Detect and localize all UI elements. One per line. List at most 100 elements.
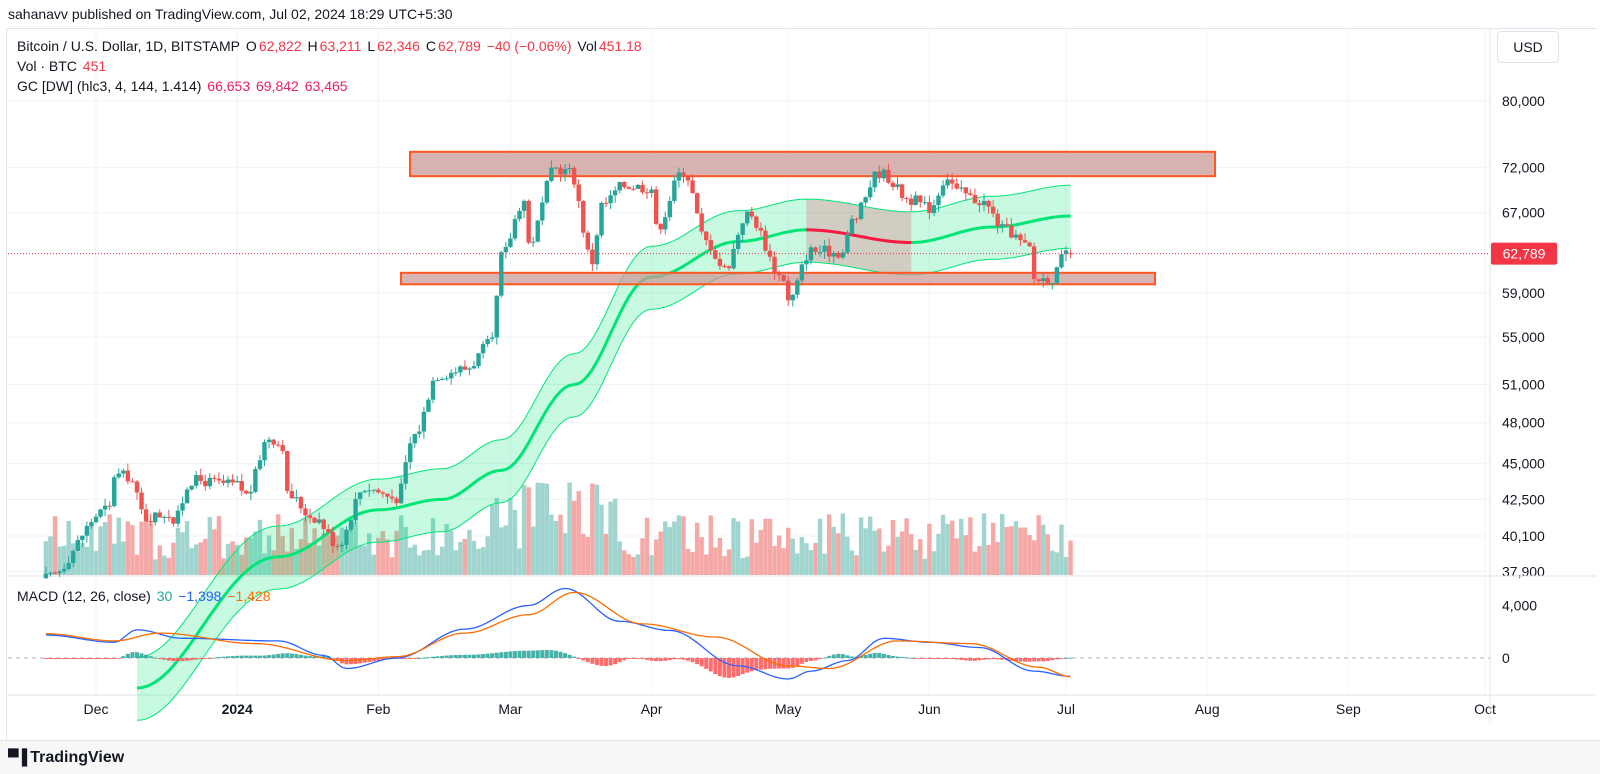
volume-bar <box>449 530 454 575</box>
gc-legend-label[interactable]: GC [DW] (hlc3, 4, 144, 1.414) <box>17 78 202 94</box>
macd-histogram-bar <box>139 653 144 658</box>
macd-histogram-bar <box>121 656 126 658</box>
candle-body <box>786 280 791 301</box>
macd-histogram-bar <box>786 658 791 669</box>
volume-bar <box>1041 524 1046 575</box>
candle-body <box>376 489 381 493</box>
macd-histogram-bar <box>412 658 417 659</box>
candle-body <box>344 529 349 545</box>
gc-value-1: 66,653 <box>207 78 251 94</box>
price-chart[interactable]: 80,000 72,000 67,000 59,000 55,000 51,000 48,0… <box>0 0 1600 740</box>
publisher-bar: sahanavv published on TradingView.com, J… <box>0 0 1600 28</box>
macd-histogram-bar <box>257 655 262 658</box>
candle-body <box>526 200 531 243</box>
gc-value-3: 63,465 <box>304 78 348 94</box>
candle-body <box>371 489 376 491</box>
macd-histogram-bar <box>654 658 659 662</box>
volume-bar <box>776 535 782 575</box>
macd-histogram-bar <box>166 658 171 661</box>
candle-body <box>57 571 62 574</box>
macd-histogram-bar <box>371 658 376 662</box>
macd-histogram-bar <box>758 658 763 670</box>
candle-body <box>353 498 358 521</box>
time-tick-label: May <box>775 701 801 717</box>
currency-button[interactable]: USD <box>1497 31 1559 63</box>
macd-histogram-bar <box>840 654 845 658</box>
candle-body <box>348 520 354 530</box>
volume-legend-label[interactable]: Vol · BTC <box>17 58 77 74</box>
candle-body <box>71 551 76 563</box>
time-tick-label: Aug <box>1195 701 1220 717</box>
macd-histogram-bar <box>526 650 531 658</box>
candle-body <box>717 258 723 267</box>
macd-histogram-bar <box>936 658 941 659</box>
symbol-name[interactable]: Bitcoin / U.S. Dollar, 1D, BITSTAMP <box>17 38 241 54</box>
high-label: H <box>307 38 318 54</box>
volume-bar <box>508 498 513 575</box>
macd-histogram-bar <box>558 651 563 658</box>
macd-histogram-bar <box>335 658 340 662</box>
macd-histogram-bar <box>982 658 987 660</box>
candle-body <box>936 195 941 206</box>
candle-body <box>959 187 964 189</box>
macd-histogram-bar <box>713 658 718 675</box>
macd-histogram-bar <box>799 658 804 664</box>
candle-body <box>234 480 240 483</box>
macd-histogram-bar <box>367 658 372 663</box>
tradingview-logo[interactable]: ▀▐ TradingView <box>8 749 124 767</box>
volume-bar <box>576 491 581 575</box>
volume-bar <box>640 538 645 575</box>
volume-bar <box>458 541 463 575</box>
candle-body <box>294 497 299 499</box>
volume-bar <box>467 529 472 575</box>
candle-body <box>435 379 440 381</box>
volume-bar <box>685 548 691 575</box>
candle-body <box>184 489 190 504</box>
volume-bar <box>617 541 622 575</box>
macd-histogram-bar <box>198 658 203 660</box>
volume-bar <box>180 532 185 575</box>
candle-body <box>1004 224 1009 226</box>
volume-bar <box>426 549 431 575</box>
candle-body <box>499 252 504 296</box>
volume-bar <box>239 554 244 575</box>
macd-histogram-bar <box>130 652 135 658</box>
macd-histogram-bar <box>950 658 955 660</box>
volume-bar <box>826 514 832 575</box>
volume-bar <box>1054 552 1060 575</box>
macd-histogram-bar <box>613 658 618 665</box>
candle-body <box>112 477 117 507</box>
candle-body <box>540 202 545 221</box>
candle-body <box>430 380 436 400</box>
macd-histogram-bar <box>1059 658 1064 659</box>
volume-bar <box>676 515 682 575</box>
macd-histogram-bar <box>608 658 613 666</box>
macd-histogram-bar <box>107 658 112 660</box>
macd-histogram-bar <box>991 658 996 660</box>
open-label: O <box>245 38 257 54</box>
macd-histogram-bar <box>904 657 909 659</box>
volume-bar <box>107 514 112 575</box>
candle-body <box>608 195 613 204</box>
volume-bar <box>745 556 750 575</box>
macd-histogram-bar <box>717 658 722 677</box>
macd-histogram-bar <box>553 650 558 658</box>
macd-histogram-bar <box>767 658 772 669</box>
candle-body <box>849 218 855 234</box>
macd-histogram-bar <box>153 657 158 659</box>
macd-histogram-bar <box>481 654 486 658</box>
macd-histogram-bar <box>171 658 176 662</box>
macd-histogram-bar <box>458 654 463 658</box>
candle-body <box>230 479 235 483</box>
macd-histogram-bar <box>103 658 108 660</box>
macd-legend-label[interactable]: MACD (12, 26, close) <box>17 588 151 604</box>
volume-bar <box>535 482 540 575</box>
volume-bar <box>116 517 121 575</box>
candle-body <box>963 187 969 194</box>
volume-bar <box>831 526 836 575</box>
volume-bar <box>234 544 240 575</box>
volume-bar <box>540 483 545 575</box>
volume-bar <box>817 518 823 575</box>
macd-histogram-bar <box>599 658 604 666</box>
candle-body <box>799 264 805 281</box>
